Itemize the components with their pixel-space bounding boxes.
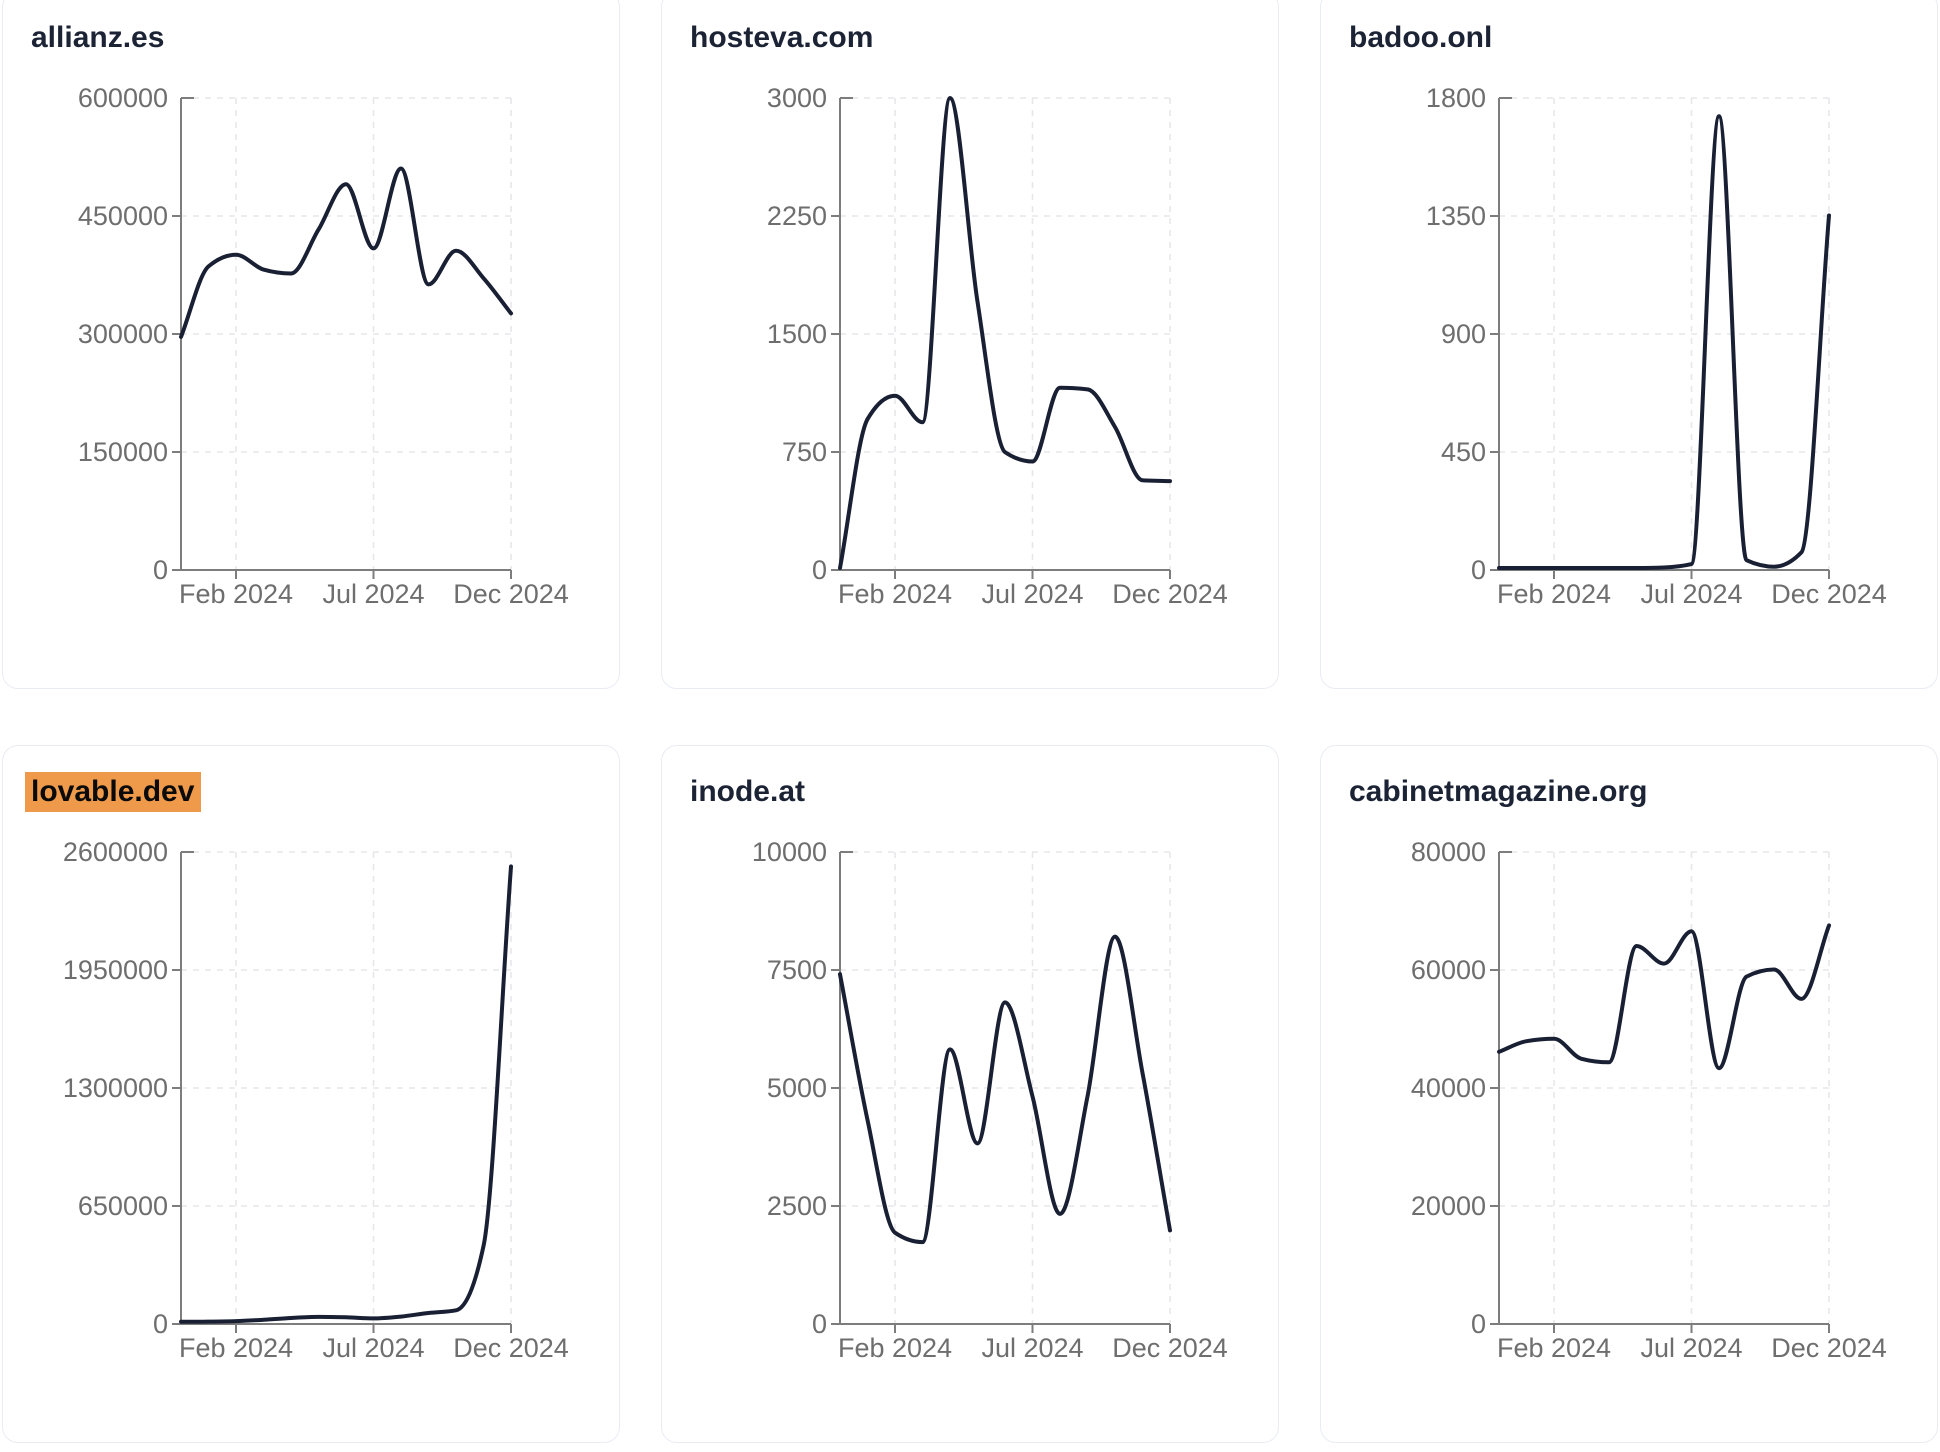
plot-canvas: 0 450 900 1350 1800 Feb 2024 Jul 2024 Dec 2024 bbox=[1426, 83, 1887, 609]
x-tick-label: Jul 2024 bbox=[1640, 1333, 1742, 1363]
site-title[interactable]: badoo.onl bbox=[1349, 21, 1493, 54]
x-tick-label: Jul 2024 bbox=[981, 579, 1083, 609]
series-line bbox=[179, 166, 513, 339]
y-tick-label: 10000 bbox=[752, 837, 827, 867]
line-chart: 0 20000 40000 60000 80000 Feb 2024 Jul 2024 Dec… bbox=[1349, 836, 1909, 1364]
chart-title-row: allianz.es bbox=[31, 20, 591, 56]
chart-title-row: hosteva.com bbox=[690, 20, 1250, 56]
series-line bbox=[838, 96, 1172, 570]
y-tick-label: 0 bbox=[812, 555, 827, 585]
y-tick-label: 3000 bbox=[767, 83, 827, 113]
chart-card: cabinetmagazine.org 0 20000 40000 60000 8000… bbox=[1320, 745, 1938, 1443]
plot-canvas: 0 150000 300000 450000 600000 Feb 2024 Jul 202… bbox=[78, 83, 569, 609]
x-tick-label: Jul 2024 bbox=[322, 579, 424, 609]
chart-title-row: cabinetmagazine.org bbox=[1349, 774, 1909, 810]
y-tick-label: 60000 bbox=[1411, 955, 1486, 985]
series-line bbox=[1497, 923, 1831, 1071]
y-tick-label: 450000 bbox=[78, 201, 168, 231]
chart-card: hosteva.com 0 750 1500 2250 3000 Feb 2024 Jul … bbox=[661, 0, 1279, 689]
line-chart: 0 750 1500 2250 3000 Feb 2024 Jul 2024 Dec 2024 bbox=[690, 82, 1250, 610]
x-tick-label: Dec 2024 bbox=[1771, 579, 1887, 609]
y-tick-label: 7500 bbox=[767, 955, 827, 985]
y-tick-label: 150000 bbox=[78, 437, 168, 467]
y-tick-label: 1500 bbox=[767, 319, 827, 349]
site-title[interactable]: inode.at bbox=[690, 775, 806, 808]
x-tick-label: Feb 2024 bbox=[838, 1333, 952, 1363]
site-title[interactable]: hosteva.com bbox=[690, 21, 874, 54]
y-tick-label: 0 bbox=[812, 1309, 827, 1339]
plot-canvas: 0 2500 5000 7500 10000 Feb 2024 Jul 2024 Dec 20… bbox=[752, 837, 1228, 1363]
y-tick-label: 650000 bbox=[78, 1191, 168, 1221]
plot-canvas: 0 750 1500 2250 3000 Feb 2024 Jul 2024 Dec 2024 bbox=[767, 83, 1228, 609]
x-tick-label: Dec 2024 bbox=[453, 579, 569, 609]
series-line bbox=[1497, 114, 1831, 570]
x-tick-label: Feb 2024 bbox=[1497, 579, 1611, 609]
x-tick-label: Dec 2024 bbox=[1771, 1333, 1887, 1363]
y-tick-label: 20000 bbox=[1411, 1191, 1486, 1221]
plot-canvas: 0 650000 1300000 1950000 2600000 Feb 2024 Jul … bbox=[63, 837, 569, 1363]
site-title[interactable]: cabinetmagazine.org bbox=[1349, 775, 1648, 808]
chart-title-row: lovable.dev bbox=[25, 772, 591, 812]
series-line bbox=[179, 864, 513, 1324]
y-tick-label: 80000 bbox=[1411, 837, 1486, 867]
y-tick-label: 0 bbox=[1471, 555, 1486, 585]
y-tick-label: 2600000 bbox=[63, 837, 168, 867]
y-tick-label: 900 bbox=[1441, 319, 1486, 349]
y-tick-label: 300000 bbox=[78, 319, 168, 349]
x-tick-label: Feb 2024 bbox=[838, 579, 952, 609]
series-line bbox=[838, 934, 1172, 1245]
y-tick-label: 0 bbox=[153, 555, 168, 585]
chart-title-row: badoo.onl bbox=[1349, 20, 1909, 56]
x-tick-label: Jul 2024 bbox=[322, 1333, 424, 1363]
y-tick-label: 1800 bbox=[1426, 83, 1486, 113]
chart-card: lovable.dev 0 650000 1300000 1950000 2600000… bbox=[2, 745, 620, 1443]
x-tick-label: Dec 2024 bbox=[453, 1333, 569, 1363]
y-tick-label: 2250 bbox=[767, 201, 827, 231]
x-tick-label: Jul 2024 bbox=[981, 1333, 1083, 1363]
line-chart: 0 2500 5000 7500 10000 Feb 2024 Jul 2024 Dec 20… bbox=[690, 836, 1250, 1364]
chart-card: inode.at 0 2500 5000 7500 10000 Feb 2024 Jul 2… bbox=[661, 745, 1279, 1443]
chart-title-row: inode.at bbox=[690, 774, 1250, 810]
x-tick-label: Dec 2024 bbox=[1112, 1333, 1228, 1363]
y-tick-label: 40000 bbox=[1411, 1073, 1486, 1103]
y-tick-label: 0 bbox=[153, 1309, 168, 1339]
line-chart: 0 650000 1300000 1950000 2600000 Feb 2024 Jul … bbox=[31, 836, 591, 1364]
y-tick-label: 0 bbox=[1471, 1309, 1486, 1339]
x-tick-label: Feb 2024 bbox=[1497, 1333, 1611, 1363]
y-tick-label: 1350 bbox=[1426, 201, 1486, 231]
plot-canvas: 0 20000 40000 60000 80000 Feb 2024 Jul 2024 Dec… bbox=[1411, 837, 1887, 1363]
y-tick-label: 5000 bbox=[767, 1073, 827, 1103]
y-tick-label: 600000 bbox=[78, 83, 168, 113]
line-chart: 0 150000 300000 450000 600000 Feb 2024 Jul 202… bbox=[31, 82, 591, 610]
chart-card: allianz.es 0 150000 300000 450000 600000 Feb … bbox=[2, 0, 620, 689]
y-tick-label: 1300000 bbox=[63, 1073, 168, 1103]
y-tick-label: 2500 bbox=[767, 1191, 827, 1221]
site-title[interactable]: allianz.es bbox=[31, 21, 165, 54]
line-chart: 0 450 900 1350 1800 Feb 2024 Jul 2024 Dec 2024 bbox=[1349, 82, 1909, 610]
site-title-highlighted[interactable]: lovable.dev bbox=[25, 772, 202, 812]
x-tick-label: Jul 2024 bbox=[1640, 579, 1742, 609]
y-tick-label: 750 bbox=[782, 437, 827, 467]
x-tick-label: Feb 2024 bbox=[179, 1333, 293, 1363]
y-tick-label: 1950000 bbox=[63, 955, 168, 985]
y-tick-label: 450 bbox=[1441, 437, 1486, 467]
x-tick-label: Feb 2024 bbox=[179, 579, 293, 609]
chart-card: badoo.onl 0 450 900 1350 1800 Feb 2024 Jul 202… bbox=[1320, 0, 1938, 689]
x-tick-label: Dec 2024 bbox=[1112, 579, 1228, 609]
